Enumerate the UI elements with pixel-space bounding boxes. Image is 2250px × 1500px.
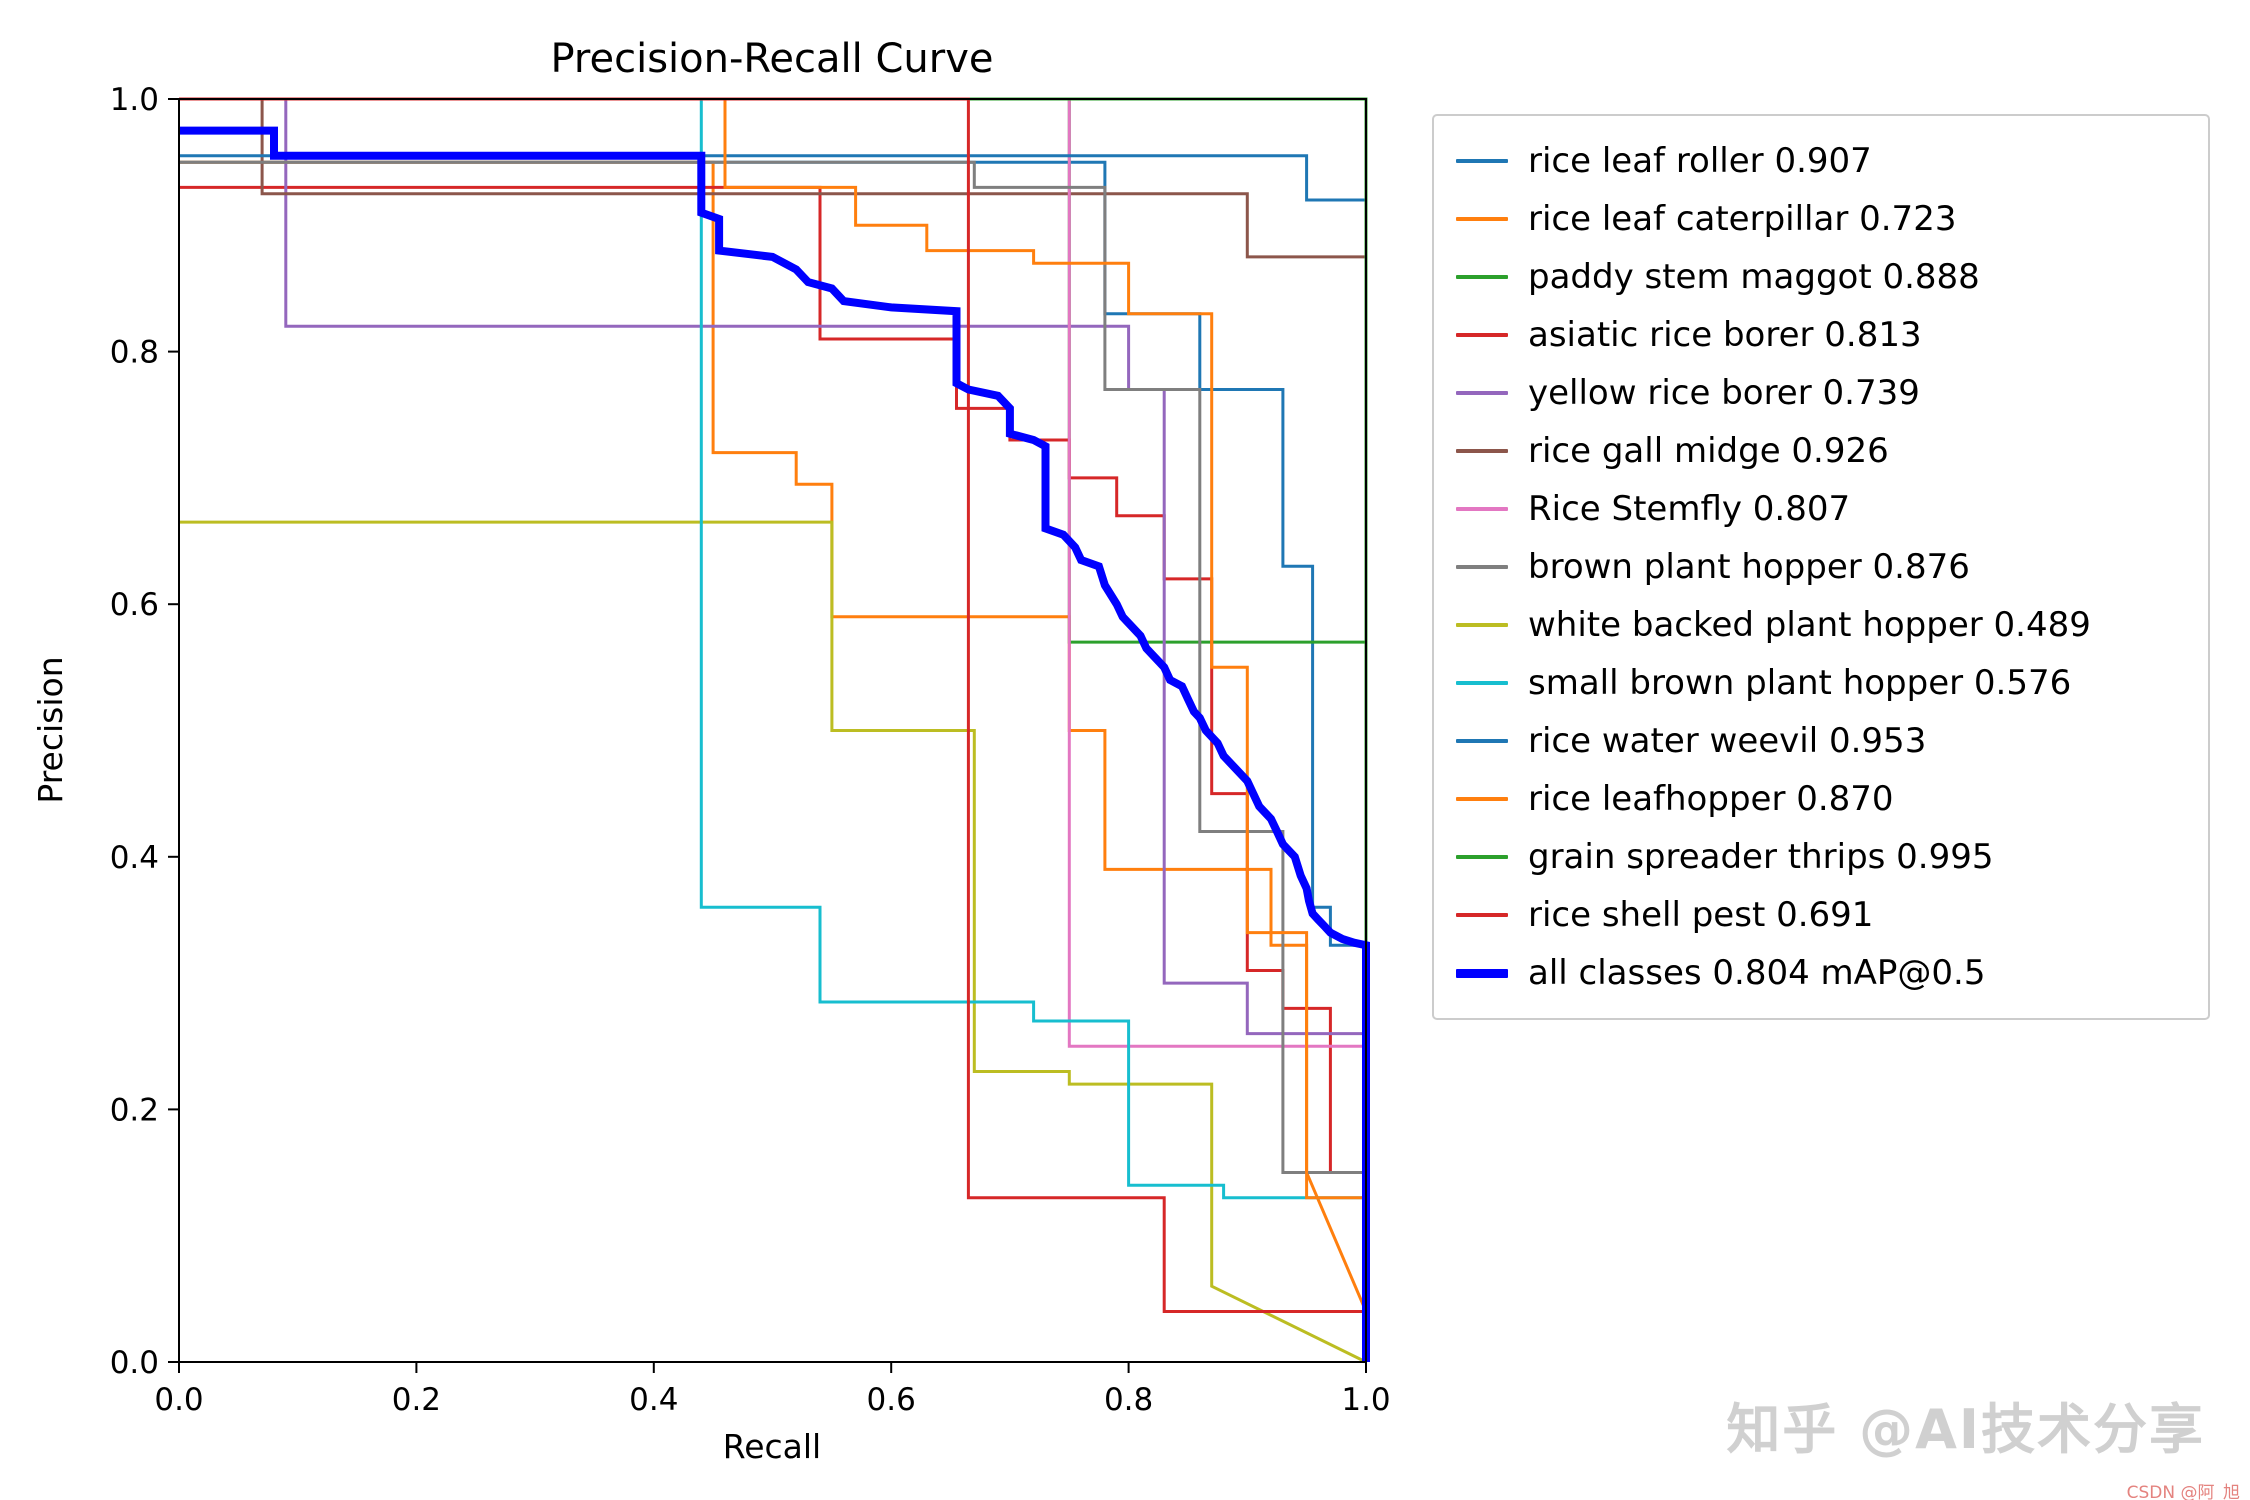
legend-swatch	[1456, 275, 1508, 279]
x-tick-label: 0.0	[154, 1382, 203, 1418]
series-line	[179, 97, 1368, 1362]
legend-swatch	[1456, 855, 1508, 859]
series-group	[179, 97, 1370, 1364]
plot-border	[178, 98, 1367, 1363]
watermark-zhihu: 知乎 @AI技术分享	[1726, 1398, 2205, 1461]
legend-label: paddy stem maggot 0.888	[1528, 257, 1980, 297]
legend-item: rice leaf caterpillar 0.723	[1456, 190, 2186, 248]
legend-label: rice water weevil 0.953	[1528, 721, 1927, 761]
series-line	[179, 97, 1368, 1362]
series-line	[179, 154, 1368, 1362]
legend-label: brown plant hopper 0.876	[1528, 547, 1970, 587]
legend-label: yellow rice borer 0.739	[1528, 373, 1920, 413]
legend: rice leaf roller 0.907 rice leaf caterpil…	[1432, 114, 2210, 1020]
legend-swatch	[1456, 913, 1508, 917]
legend-item: small brown plant hopper 0.576	[1456, 654, 2186, 712]
legend-item: rice gall midge 0.926	[1456, 422, 2186, 480]
legend-label: rice gall midge 0.926	[1528, 431, 1889, 471]
legend-label: grain spreader thrips 0.995	[1528, 837, 1994, 877]
legend-label: asiatic rice borer 0.813	[1528, 315, 1922, 355]
legend-label: rice shell pest 0.691	[1528, 895, 1874, 935]
x-tick-label: 1.0	[1341, 1382, 1390, 1418]
legend-item: asiatic rice borer 0.813	[1456, 306, 2186, 364]
series-line	[179, 97, 1368, 1362]
series-line	[179, 126, 1370, 1362]
series-line	[179, 97, 1368, 1362]
x-tick-label: 0.8	[1104, 1382, 1153, 1418]
legend-swatch	[1456, 739, 1508, 743]
legend-swatch	[1456, 507, 1508, 511]
legend-swatch	[1456, 333, 1508, 337]
series-line	[179, 160, 1368, 1362]
x-axis-label: Recall	[723, 1427, 821, 1466]
chart-title: Precision-Recall Curve	[551, 36, 994, 82]
legend-item: grain spreader thrips 0.995	[1456, 828, 2186, 886]
legend-swatch	[1456, 449, 1508, 453]
y-tick-label: 1.0	[110, 82, 159, 118]
legend-item: white backed plant hopper 0.489	[1456, 596, 2186, 654]
legend-item: yellow rice borer 0.739	[1456, 364, 2186, 422]
y-tick-label: 0.6	[110, 587, 159, 623]
legend-label: small brown plant hopper 0.576	[1528, 663, 2072, 703]
y-tick-label: 0.8	[110, 335, 159, 371]
legend-item: rice water weevil 0.953	[1456, 712, 2186, 770]
legend-swatch	[1456, 968, 1508, 978]
series-line	[179, 97, 1368, 1362]
legend-swatch	[1456, 217, 1508, 221]
axis-ticks: 0.0 0.2 0.4 0.6 0.8 1.0 0.0 0.2 0.4 0.6 0.8 1.0	[110, 82, 1391, 1418]
legend-item: rice leaf roller 0.907	[1456, 132, 2186, 190]
y-tick-label: 0.4	[110, 840, 159, 876]
series-line	[179, 160, 1368, 1362]
pr-curve-plot: Precision-Recall Curve 0.0 0.2 0.4 0.6 0.8 1.…	[31, 36, 1391, 1466]
y-tick-label: 0.2	[110, 1092, 159, 1128]
series-line	[179, 97, 1368, 1362]
legend-item: rice leafhopper 0.870	[1456, 770, 2186, 828]
series-line	[179, 97, 1368, 1362]
legend-swatch	[1456, 565, 1508, 569]
x-tick-label: 0.2	[392, 1382, 441, 1418]
legend-swatch	[1456, 159, 1508, 163]
legend-label: all classes 0.804 mAP@0.5	[1528, 953, 1986, 993]
series-line	[179, 160, 1368, 1362]
legend-label: rice leafhopper 0.870	[1528, 779, 1894, 819]
y-axis-label: Precision	[31, 656, 70, 803]
legend-item: brown plant hopper 0.876	[1456, 538, 2186, 596]
x-tick-label: 0.6	[867, 1382, 916, 1418]
y-tick-label: 0.0	[110, 1345, 159, 1381]
legend-label: rice leaf roller 0.907	[1528, 141, 1872, 181]
series-line	[179, 97, 1368, 1362]
legend-item: Rice Stemfly 0.807	[1456, 480, 2186, 538]
legend-swatch	[1456, 681, 1508, 685]
legend-item: all classes 0.804 mAP@0.5	[1456, 944, 2186, 1002]
legend-swatch	[1456, 391, 1508, 395]
x-tick-label: 0.4	[629, 1382, 678, 1418]
legend-label: rice leaf caterpillar 0.723	[1528, 199, 1957, 239]
legend-swatch	[1456, 797, 1508, 801]
legend-item: paddy stem maggot 0.888	[1456, 248, 2186, 306]
legend-label: white backed plant hopper 0.489	[1528, 605, 2091, 645]
legend-item: rice shell pest 0.691	[1456, 886, 2186, 944]
legend-label: Rice Stemfly 0.807	[1528, 489, 1851, 529]
legend-swatch	[1456, 623, 1508, 627]
watermark-csdn: CSDN @阿_旭	[2126, 1483, 2240, 1500]
series-line	[179, 520, 1367, 1364]
